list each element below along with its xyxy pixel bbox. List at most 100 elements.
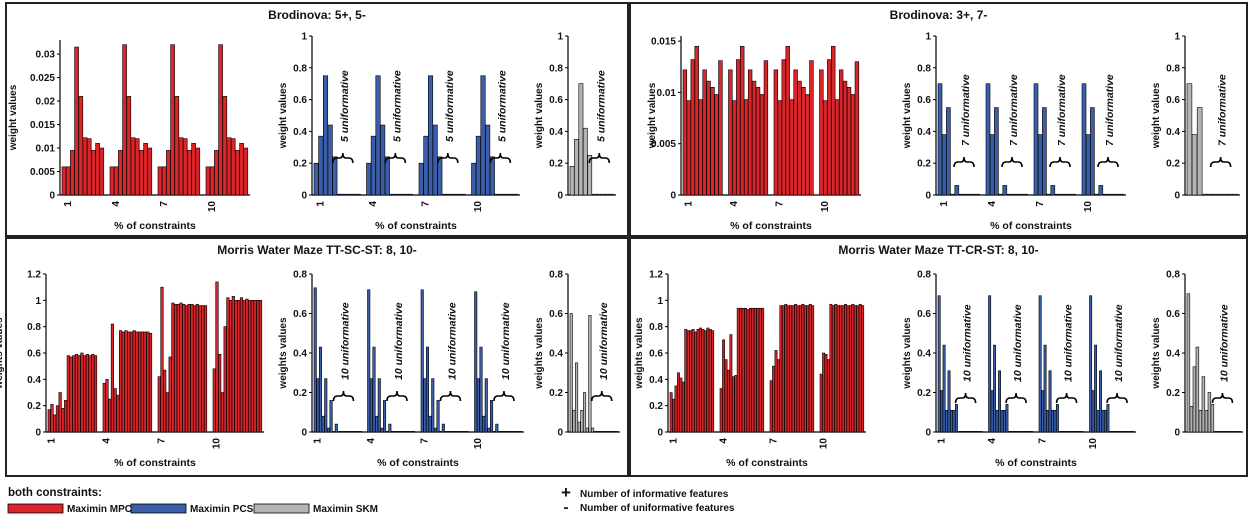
bar-group-3: 10 uniformative [1038,295,1084,433]
bar [334,423,338,433]
bar [827,59,832,196]
bar [433,427,437,433]
bar [490,400,494,433]
bar [971,193,976,196]
y-tick-label: 0.2 [917,388,931,399]
bar [785,45,790,196]
brace-mark [332,152,354,164]
legend-entry-mpckm: Maximin MPCKM [7,503,148,515]
bar [313,287,317,433]
panel-3: Morris Water Maze TT-SC-ST: 8, 10- 0 0.2 0.… [0,237,629,477]
bar [441,423,445,433]
bar [122,44,127,196]
bar [773,69,779,196]
bar [672,398,675,433]
bar [342,431,346,433]
bar [484,378,488,433]
bar [779,305,783,433]
legend-label: Maximin SKM [313,504,378,515]
bar [129,331,134,433]
bar [803,305,807,433]
x-axis-label: % of constraints [377,457,459,469]
bar [574,139,579,196]
bar [222,96,228,196]
x-tick-label: 4 [987,201,998,207]
bar [412,431,416,433]
bar [940,390,944,433]
bar [109,166,115,196]
bar [1027,431,1031,433]
panel-title: Brodinova: 3+, 7- [890,8,988,22]
bar [719,388,723,433]
y-tick-label: 0.015 [30,120,55,131]
y-tick-label: 1 [301,32,307,43]
bar [102,382,106,433]
bar-group-2 [102,323,153,433]
x-tick-label: 7 [775,201,786,207]
bar [226,297,230,433]
y-tick-label: 0.005 [651,139,676,150]
bar [990,390,994,433]
bar [348,431,352,433]
bar [1056,404,1059,433]
y-tick-label: 0.6 [293,95,307,106]
y-tick-label: 0 [670,191,676,202]
y-axis-label: weights values [1151,317,1162,390]
bar [322,75,329,196]
bar [829,303,833,433]
bar [205,166,211,196]
y-axis-label: weights values [634,317,645,390]
y-tick-label: 0.2 [1166,159,1180,170]
bar [409,431,413,433]
bar [1006,193,1012,196]
bar [587,154,593,196]
y-axis-label: weights values [0,317,5,390]
x-tick-label: 1 [316,201,327,207]
y-tick-label: 0.2 [549,159,563,170]
bar [350,431,354,433]
bar [462,431,466,433]
bar [201,305,205,433]
bar-group-1: 10 uniformative [937,295,983,433]
bar [256,300,260,433]
y-tick-label: 0.8 [549,63,563,74]
y-tick-label: 0.2 [549,388,563,399]
bar [950,409,953,433]
annotation-label: 10 uniformative [1218,304,1230,382]
bar [609,431,613,433]
bar [805,94,810,196]
bar [503,431,507,433]
x-axis-label: % of constraints [375,220,457,232]
bar [744,307,747,433]
bar [690,59,695,196]
bar [432,124,438,196]
brace-mark [384,152,407,164]
x-tick-label: 4 [718,438,729,444]
y-tick-label: 0.6 [649,349,663,360]
bar [476,378,480,433]
bar-group-1: 10 uniformative [1186,293,1242,433]
bar [492,431,496,433]
bar [1067,193,1072,196]
bar [979,431,983,433]
y-tick-label: 0.8 [649,322,663,333]
bar [332,156,338,196]
x-tick-label: 4 [111,201,122,207]
y-tick-label: 0.8 [293,63,307,74]
bar-group-3: 5 uniformative [418,70,466,196]
x-tick-label: 4 [368,201,379,207]
x-tick-label: 10 [473,201,484,213]
bar [604,431,608,433]
bar [975,193,981,196]
bar [1104,409,1107,433]
bar [1000,409,1004,433]
bar [1106,193,1112,196]
bar [423,378,427,433]
bar [799,305,802,433]
panel-4: Morris Water Maze TT-CR-ST: 8, 10- 0 0.2 0.… [629,237,1248,477]
x-tick-label: 1 [684,201,695,207]
bar [1019,193,1024,196]
y-tick-label: 0 [557,428,563,439]
bar [69,356,73,433]
